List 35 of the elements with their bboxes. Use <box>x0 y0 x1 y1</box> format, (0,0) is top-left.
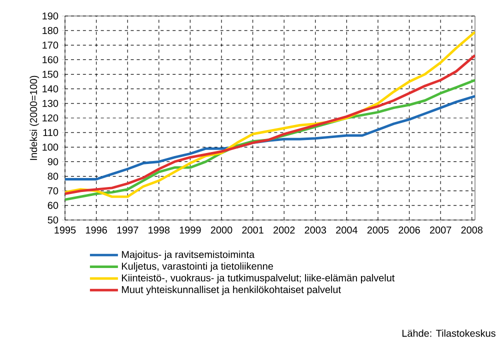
y-tick-label: 60 <box>48 202 58 209</box>
x-tick-label: 2008 <box>461 226 483 234</box>
x-tick-label: 2004 <box>336 226 358 234</box>
y-tick-label: 120 <box>42 114 58 122</box>
x-tick-label: 2007 <box>430 226 452 234</box>
y-tick-label: 160 <box>42 56 58 64</box>
legend-label: Kiinteistö-, vuokraus- ja tutkimuspalvelut; liike-elämän palvelut <box>122 274 395 284</box>
legend-label: Kuljetus, varastointi ja tietoliikenne <box>122 262 273 272</box>
x-tick-label: 1996 <box>86 226 107 234</box>
x-tick-label: 2006 <box>398 226 420 234</box>
x-tick-label: 2000 <box>210 226 232 234</box>
y-tick-label: 50 <box>48 216 58 224</box>
x-tick-label: 2003 <box>304 226 326 234</box>
x-tick-label: 2001 <box>242 226 264 234</box>
y-tick-label: 180 <box>42 27 58 34</box>
legend-label: Muut yhteiskunnalliset ja henkilökohtaiset palvelut <box>122 286 341 296</box>
x-tick-label: 1998 <box>148 226 170 234</box>
x-tick-label: 2005 <box>367 226 389 234</box>
y-tick-label: 90 <box>48 158 58 166</box>
y-tick-label: 170 <box>42 42 58 49</box>
y-tick-label: 80 <box>48 172 58 180</box>
text: Lähde: Tilastokeskus <box>402 329 496 337</box>
x-tick-label: 1997 <box>117 226 138 234</box>
y-tick-label: 190 <box>42 12 58 20</box>
y-tick-label: 150 <box>42 70 58 78</box>
y-axis-title: Indeksi (2000=100) <box>30 76 40 160</box>
x-tick-label: 1995 <box>54 226 76 234</box>
y-tick-label: 140 <box>42 85 58 92</box>
y-tick-label: 130 <box>42 100 58 107</box>
y-tick-label: 70 <box>48 187 58 194</box>
y-tick-label: 110 <box>43 129 58 136</box>
x-tick-label: 2002 <box>274 226 295 234</box>
legend-label: Majoitus- ja ravitsemistoiminta <box>122 250 255 260</box>
y-tick-label: 100 <box>42 144 58 151</box>
x-tick-label: 1999 <box>180 226 201 234</box>
